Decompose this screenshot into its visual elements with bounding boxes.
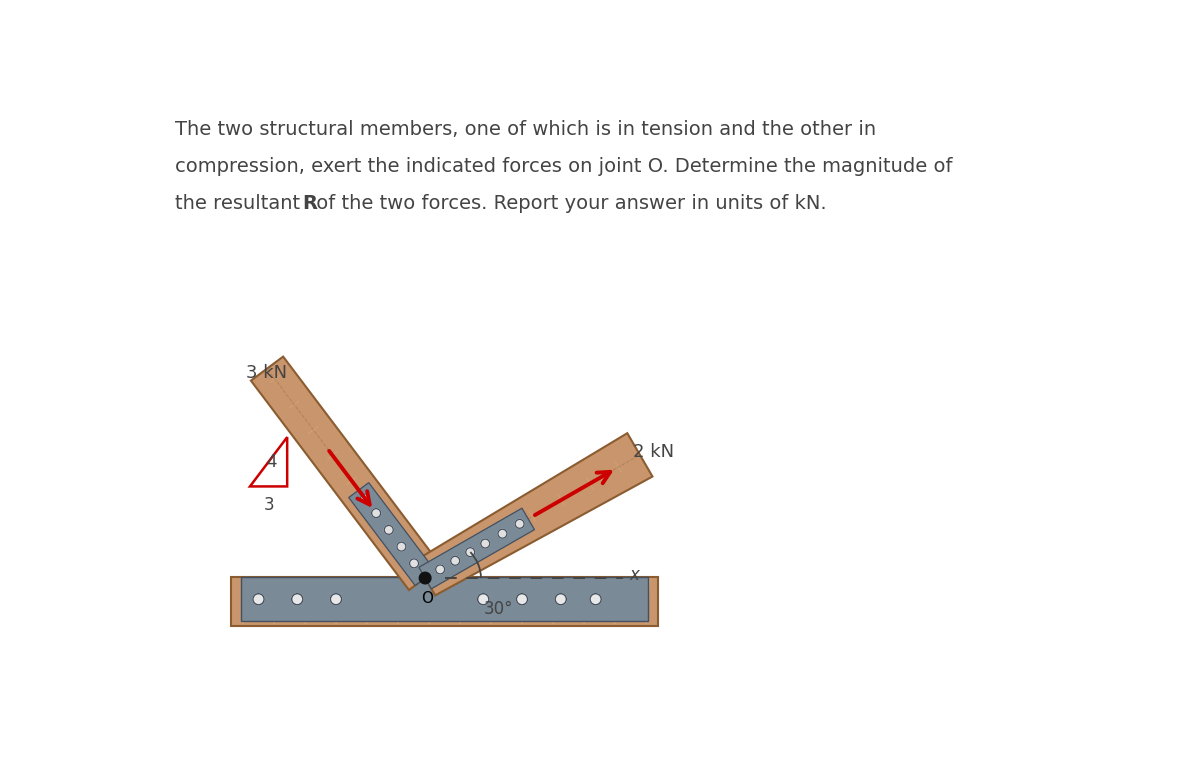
Text: x: x (629, 566, 638, 584)
Polygon shape (232, 576, 658, 626)
Circle shape (556, 594, 566, 604)
Circle shape (253, 594, 264, 604)
Text: The two structural members, one of which is in tension and the other in: The two structural members, one of which… (175, 119, 876, 139)
Circle shape (481, 539, 490, 548)
Circle shape (498, 530, 506, 538)
Circle shape (419, 572, 431, 584)
Circle shape (360, 494, 370, 503)
Text: 2 kN: 2 kN (634, 443, 674, 461)
Polygon shape (419, 508, 534, 589)
Text: the resultant: the resultant (175, 194, 306, 212)
Circle shape (478, 594, 488, 604)
Circle shape (590, 594, 601, 604)
Text: 3: 3 (263, 497, 274, 515)
Text: R: R (302, 194, 317, 212)
Circle shape (384, 526, 394, 534)
Text: 3 kN: 3 kN (246, 365, 287, 383)
Text: 4: 4 (266, 453, 276, 471)
Polygon shape (241, 577, 648, 621)
Polygon shape (415, 433, 653, 595)
Circle shape (515, 519, 524, 528)
Circle shape (436, 565, 445, 574)
Polygon shape (251, 357, 442, 590)
Circle shape (466, 547, 475, 557)
Polygon shape (349, 483, 436, 586)
Text: compression, exert the indicated forces on joint O. Determine the magnitude of: compression, exert the indicated forces … (175, 157, 953, 176)
Text: O: O (421, 591, 433, 606)
Circle shape (292, 594, 302, 604)
Circle shape (451, 556, 460, 565)
Text: 30°: 30° (484, 600, 514, 618)
Circle shape (397, 542, 406, 551)
Circle shape (516, 594, 528, 604)
Text: the resultant R of the two forces. Report your answer in units of kN.: the resultant R of the two forces. Repor… (175, 194, 836, 212)
Circle shape (330, 594, 342, 604)
Text: of the two forces. Report your answer in units of kN.: of the two forces. Report your answer in… (310, 194, 827, 212)
Circle shape (372, 508, 380, 518)
Circle shape (409, 559, 419, 568)
